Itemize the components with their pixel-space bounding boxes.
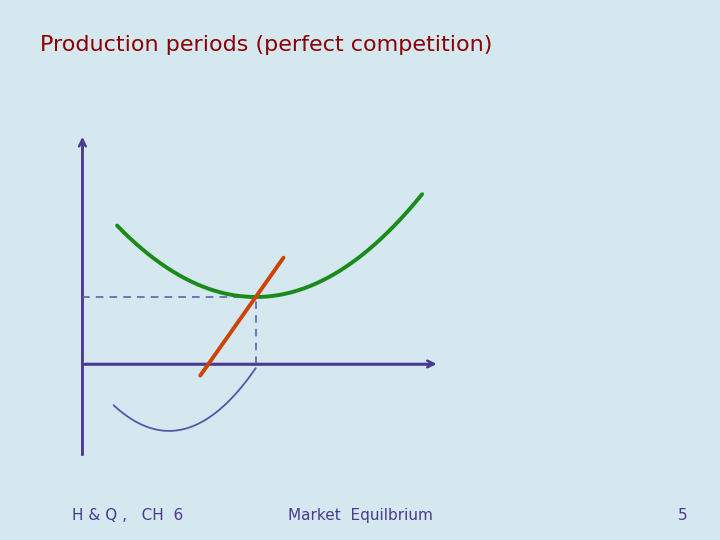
Text: H & Q ,   CH  6: H & Q , CH 6: [72, 508, 184, 523]
Text: Market  Equilbrium: Market Equilbrium: [287, 508, 433, 523]
Text: 5: 5: [678, 508, 688, 523]
Text: Production periods (perfect competition): Production periods (perfect competition): [40, 35, 492, 55]
